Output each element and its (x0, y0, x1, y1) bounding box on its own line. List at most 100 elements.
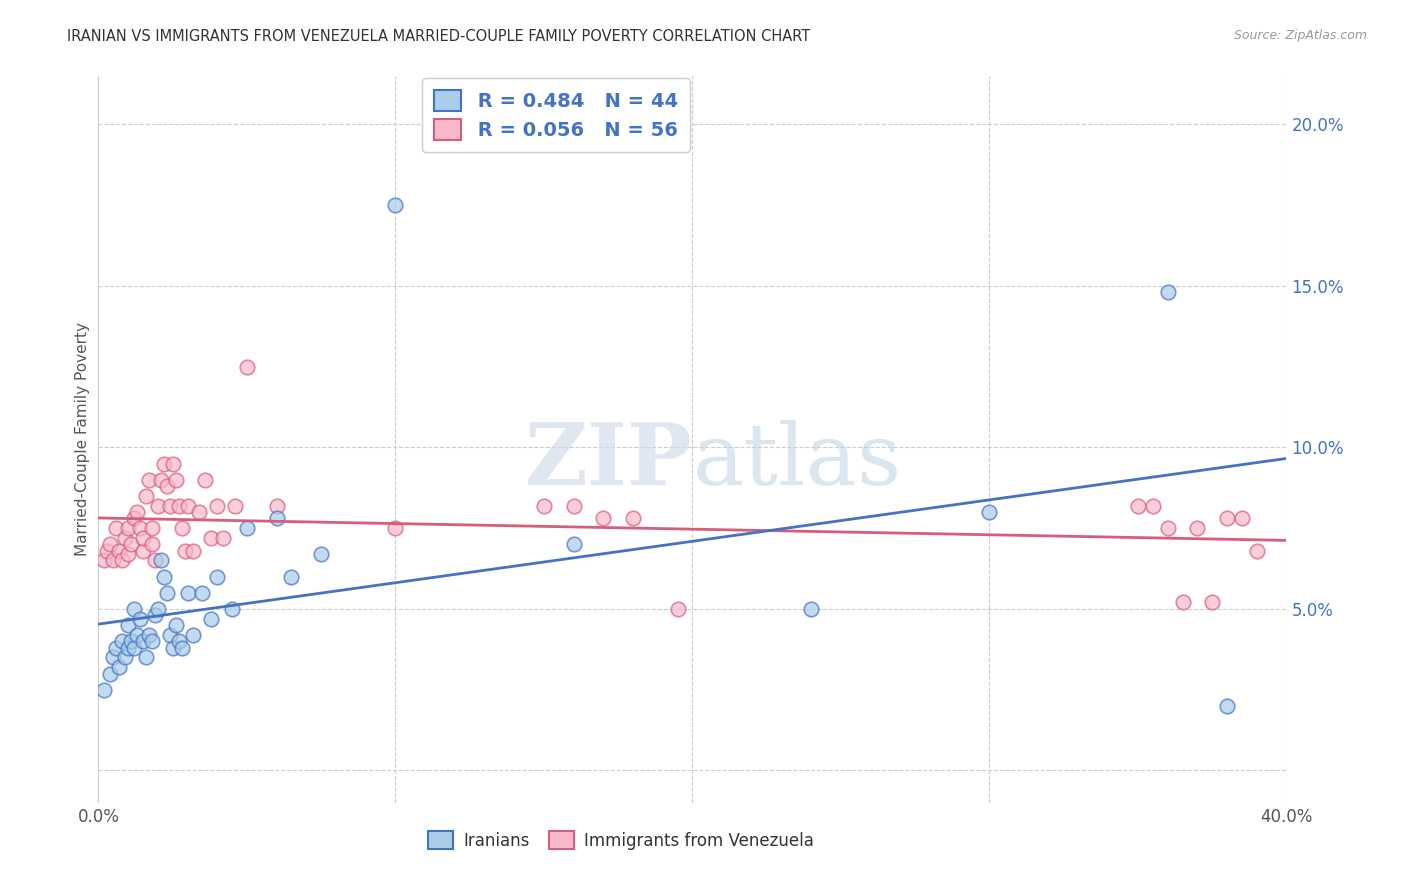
Text: ZIP: ZIP (524, 419, 692, 503)
Point (146, 499, 169, 513)
Point (156, 479, 179, 493)
Point (103, 553, 125, 567)
Point (125, 505, 148, 519)
Point (666, 602, 689, 616)
Point (236, 521, 259, 535)
Point (159, 499, 181, 513)
Point (120, 537, 142, 551)
Point (117, 640, 139, 655)
Point (141, 634, 163, 648)
Point (236, 359, 259, 374)
Point (149, 473, 172, 487)
Point (173, 543, 195, 558)
Point (1156, 285, 1178, 300)
Point (1156, 521, 1178, 535)
Point (191, 586, 214, 600)
Point (205, 569, 228, 583)
Point (562, 537, 585, 551)
Text: IRANIAN VS IMMIGRANTS FROM VENEZUELA MARRIED-COUPLE FAMILY POVERTY CORRELATION C: IRANIAN VS IMMIGRANTS FROM VENEZUELA MAR… (67, 29, 811, 44)
Point (149, 553, 172, 567)
Point (98, 537, 121, 551)
Point (111, 553, 134, 567)
Point (143, 553, 166, 567)
Point (132, 531, 155, 545)
Point (384, 521, 406, 535)
Point (108, 543, 131, 558)
Point (533, 499, 555, 513)
Point (165, 473, 187, 487)
Point (152, 457, 174, 471)
Point (167, 634, 190, 648)
Point (114, 650, 136, 665)
Point (280, 569, 302, 583)
Point (1201, 595, 1223, 609)
Point (125, 628, 148, 642)
Point (183, 543, 205, 558)
Point (384, 198, 406, 212)
Point (122, 640, 145, 655)
Point (141, 537, 163, 551)
Point (135, 650, 157, 665)
Point (1230, 511, 1253, 525)
Point (309, 547, 332, 561)
Point (98, 666, 121, 681)
Point (141, 521, 163, 535)
Point (138, 628, 160, 642)
Point (117, 521, 139, 535)
Point (111, 634, 134, 648)
Point (621, 511, 644, 525)
Point (132, 543, 155, 558)
Point (93, 682, 115, 697)
Point (96, 543, 118, 558)
Point (146, 602, 169, 616)
Point (143, 608, 166, 623)
Point (156, 586, 179, 600)
Point (592, 511, 614, 525)
Point (266, 499, 288, 513)
Point (1142, 499, 1164, 513)
Point (183, 628, 205, 642)
Point (1246, 543, 1268, 558)
Point (1187, 521, 1209, 535)
Point (122, 511, 145, 525)
Point (800, 602, 823, 616)
Point (1216, 698, 1239, 713)
Point (1126, 499, 1149, 513)
Point (176, 586, 198, 600)
Y-axis label: Married-Couple Family Poverty: Married-Couple Family Poverty (75, 322, 90, 557)
Point (1216, 511, 1239, 525)
Point (132, 634, 155, 648)
Point (135, 489, 157, 503)
Point (194, 473, 217, 487)
Point (103, 650, 125, 665)
Point (129, 612, 152, 626)
Point (200, 612, 222, 626)
Point (562, 499, 585, 513)
Point (1171, 595, 1194, 609)
Point (162, 640, 184, 655)
Text: Source: ZipAtlas.com: Source: ZipAtlas.com (1233, 29, 1367, 42)
Point (165, 618, 187, 632)
Point (188, 505, 211, 519)
Point (162, 457, 184, 471)
Text: atlas: atlas (692, 419, 901, 503)
Point (979, 505, 1001, 519)
Point (152, 569, 174, 583)
Point (266, 511, 288, 525)
Point (93, 553, 115, 567)
Point (108, 660, 131, 674)
Point (170, 640, 193, 655)
Point (159, 628, 181, 642)
Point (176, 499, 198, 513)
Point (200, 531, 222, 545)
Point (167, 499, 190, 513)
Point (114, 531, 136, 545)
Point (117, 547, 139, 561)
Point (205, 499, 228, 513)
Point (138, 473, 160, 487)
Point (224, 499, 246, 513)
Point (105, 521, 128, 535)
Point (221, 602, 243, 616)
Point (120, 634, 142, 648)
Point (212, 531, 235, 545)
